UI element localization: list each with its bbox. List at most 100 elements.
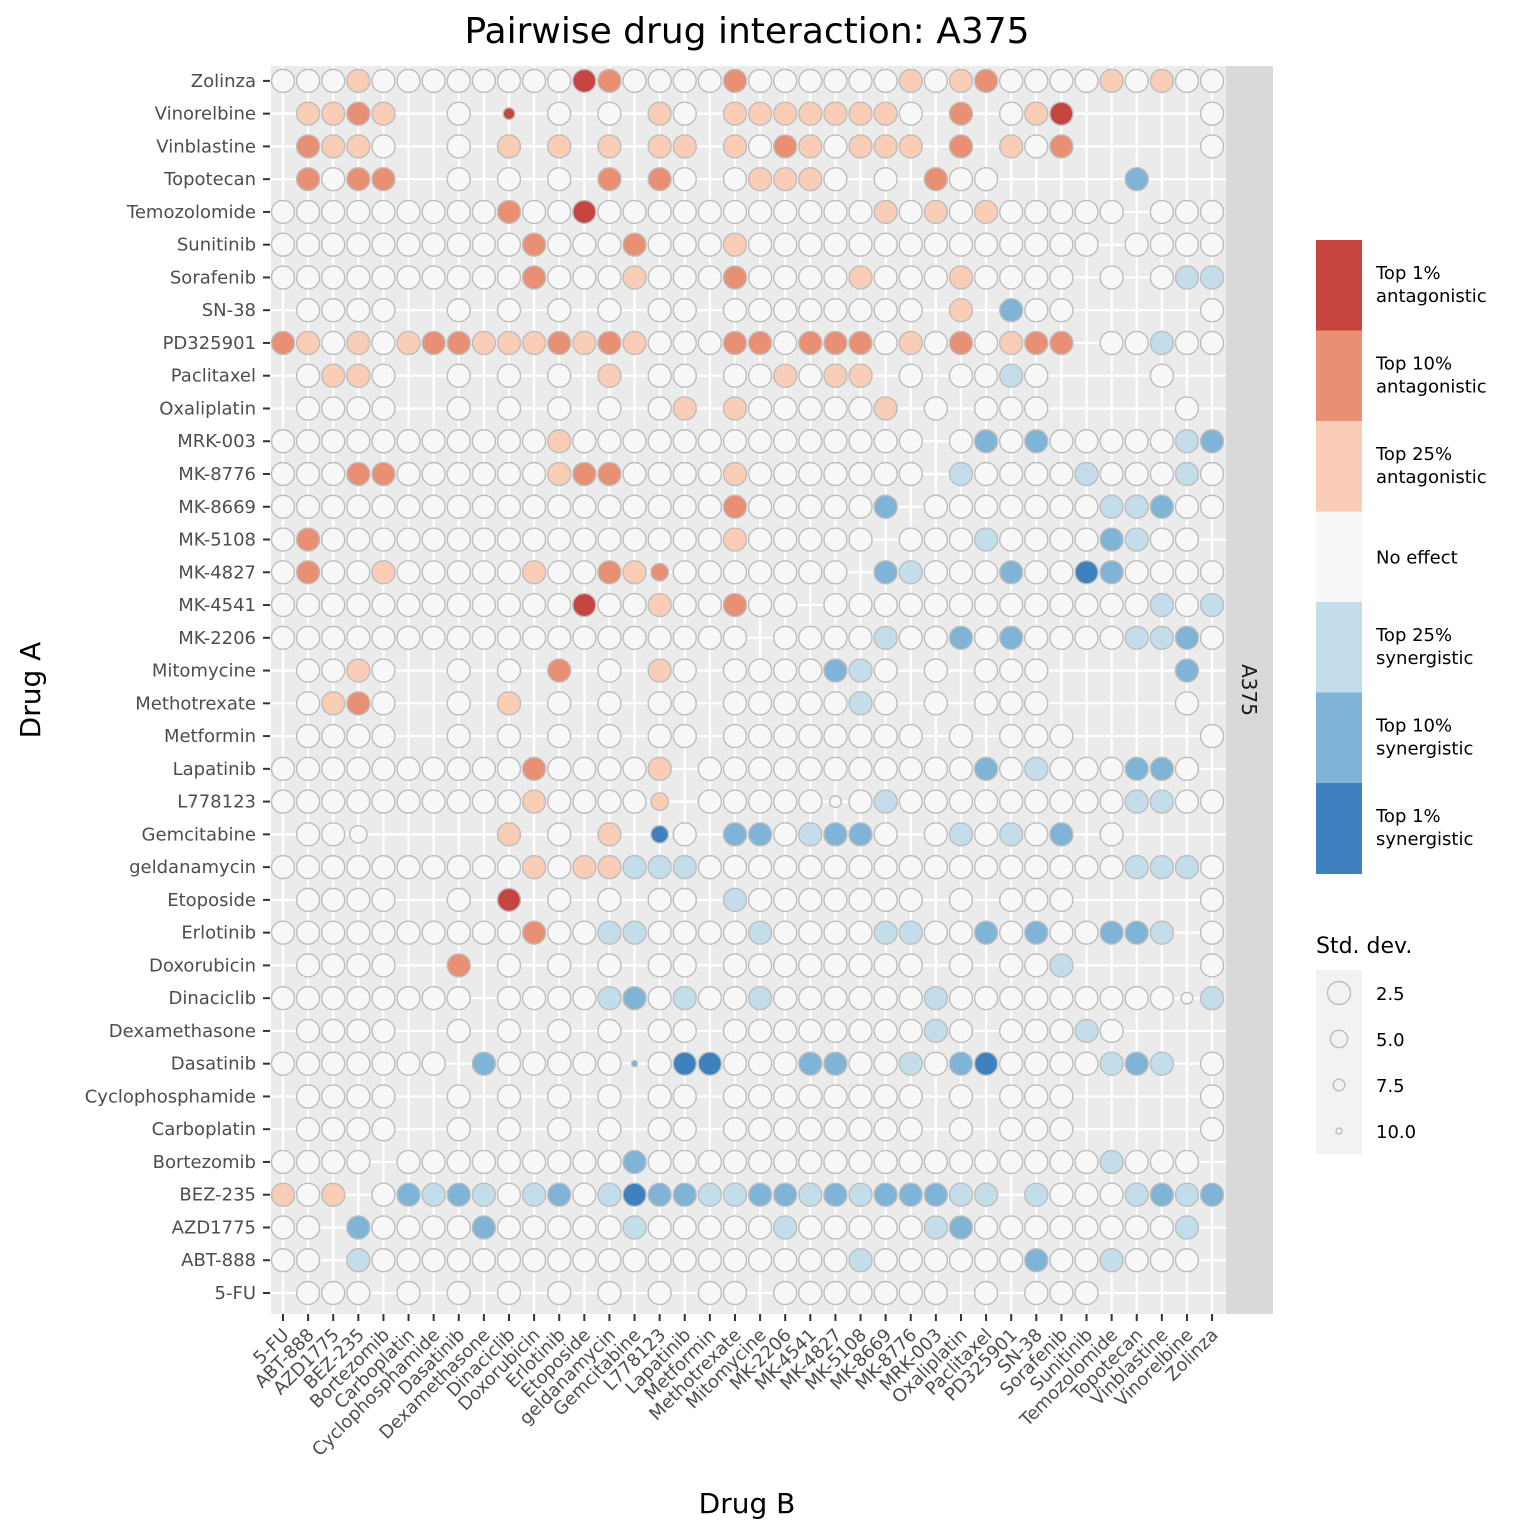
interaction-point <box>597 396 622 421</box>
facet-strip-label: A375 <box>1237 664 1261 716</box>
interaction-point <box>1099 494 1124 519</box>
interaction-point <box>1099 461 1124 487</box>
interaction-point <box>1049 985 1074 1011</box>
interaction-point <box>747 658 773 683</box>
interaction-point <box>496 1116 522 1142</box>
interaction-point <box>998 101 1024 126</box>
interaction-point <box>773 789 798 814</box>
data-points <box>270 68 1225 1306</box>
interaction-point <box>823 232 848 257</box>
interaction-point <box>547 920 572 945</box>
interaction-point <box>773 232 798 257</box>
interaction-point <box>1024 101 1049 126</box>
interaction-point <box>923 822 949 847</box>
interaction-point <box>622 527 647 552</box>
interaction-point <box>672 265 697 290</box>
interaction-point <box>270 1215 296 1240</box>
interaction-point <box>295 789 321 814</box>
interaction-point <box>1174 756 1200 782</box>
interaction-point <box>421 1051 446 1076</box>
interaction-point <box>1074 1248 1099 1273</box>
interaction-point <box>396 789 421 814</box>
interaction-point <box>773 101 798 126</box>
interaction-point <box>521 494 547 519</box>
interaction-point <box>773 953 798 978</box>
interaction-point <box>496 461 522 487</box>
interaction-point <box>647 854 672 880</box>
interaction-point <box>873 953 898 978</box>
interaction-point <box>848 494 873 519</box>
interaction-point <box>597 330 622 356</box>
interaction-point <box>848 658 873 683</box>
y-tick-label: Zolinza <box>191 71 256 92</box>
interaction-point <box>1174 625 1200 650</box>
interaction-point <box>1174 1149 1200 1175</box>
interaction-point <box>773 429 798 454</box>
interaction-point <box>722 429 748 454</box>
y-tick-label: Cyclophosphamide <box>85 1086 256 1107</box>
color-legend-label: antagonistic <box>1376 377 1487 398</box>
interaction-point <box>948 134 974 159</box>
interaction-point <box>722 461 748 487</box>
interaction-point <box>798 560 823 585</box>
interaction-point <box>773 265 798 290</box>
interaction-point <box>622 789 647 814</box>
interaction-point <box>828 795 842 809</box>
interaction-point <box>547 592 572 618</box>
y-tick-label: Vinorelbine <box>155 104 256 125</box>
interaction-point <box>1199 330 1225 356</box>
interaction-point <box>572 854 597 880</box>
interaction-point <box>948 330 974 356</box>
interaction-point <box>295 985 321 1011</box>
interaction-point <box>798 101 823 126</box>
interaction-point <box>1024 527 1049 552</box>
interaction-point <box>321 199 346 225</box>
interaction-point <box>1049 1084 1074 1109</box>
interaction-point <box>346 134 371 159</box>
y-tick-label: Gemcitabine <box>142 824 256 845</box>
interaction-point <box>1049 134 1074 159</box>
interaction-point <box>873 756 898 782</box>
interaction-point <box>898 592 923 618</box>
interaction-point <box>898 461 923 487</box>
interaction-point <box>496 920 522 945</box>
interaction-point <box>773 1116 798 1142</box>
interaction-point <box>1024 494 1049 519</box>
interaction-point <box>722 560 748 585</box>
interaction-point <box>572 199 597 225</box>
interaction-point <box>622 1149 647 1175</box>
interaction-point <box>496 1084 522 1109</box>
interaction-point <box>295 199 321 225</box>
interaction-point <box>572 429 597 454</box>
interaction-point <box>697 527 723 552</box>
interaction-point <box>773 1182 798 1207</box>
interaction-point <box>346 68 371 94</box>
interaction-point <box>1024 691 1049 716</box>
interaction-point <box>848 756 873 782</box>
interaction-point <box>346 1116 371 1142</box>
interaction-point <box>647 1116 672 1142</box>
interaction-point <box>547 887 572 913</box>
interaction-point <box>597 854 622 880</box>
interaction-point <box>697 789 723 814</box>
interaction-point <box>547 1149 572 1175</box>
interaction-point <box>1124 461 1149 487</box>
interaction-point <box>1049 1280 1074 1306</box>
chart-title: Pairwise drug interaction: A375 <box>464 11 1029 52</box>
interaction-point <box>446 920 471 945</box>
interaction-point <box>1124 232 1149 257</box>
interaction-point <box>1024 461 1049 487</box>
interaction-point <box>1174 232 1200 257</box>
interaction-point <box>848 691 873 716</box>
interaction-point <box>346 1280 371 1306</box>
interaction-point <box>1074 199 1099 225</box>
interaction-point <box>798 298 823 323</box>
interaction-point <box>421 1248 446 1273</box>
interaction-point <box>521 199 547 225</box>
interaction-point <box>697 330 723 356</box>
interaction-point <box>346 920 371 945</box>
interaction-point <box>948 68 974 94</box>
interaction-point <box>321 298 346 323</box>
interaction-point <box>471 592 497 618</box>
interaction-point <box>998 887 1024 913</box>
